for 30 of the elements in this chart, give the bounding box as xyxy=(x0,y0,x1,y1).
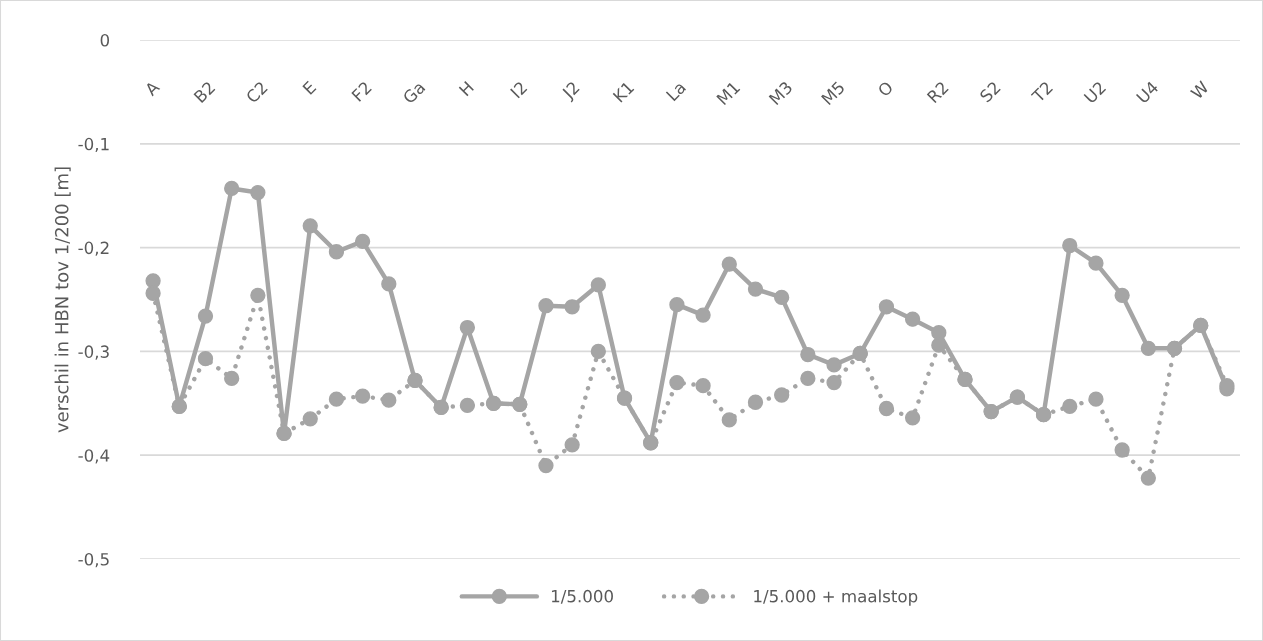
x-tick-label: M5 xyxy=(821,80,846,106)
x-tick-label: M3 xyxy=(768,80,793,106)
x-tick-label: T2 xyxy=(1030,80,1053,104)
x-tick-label: R2 xyxy=(926,80,949,104)
x-tick-label: B2 xyxy=(193,80,216,103)
y-tick-label: -0,1 xyxy=(78,137,109,153)
y-tick-label: -0,2 xyxy=(78,241,109,256)
x-tick-label: J2 xyxy=(560,80,583,103)
x-tick-label: M1 xyxy=(716,81,741,106)
x-tick-label: H xyxy=(458,81,474,97)
legend-label: 1/5.000 + maalstop xyxy=(754,589,918,606)
x-tick-label: A xyxy=(143,80,161,97)
x-tick-label: I2 xyxy=(509,80,528,99)
legend-label: 1/5.000 xyxy=(551,589,613,604)
x-tick-label: E xyxy=(302,80,317,95)
x-tick-label: C2 xyxy=(245,80,268,104)
x-tick-label: O xyxy=(876,80,894,98)
x-tick-label: Ga xyxy=(401,80,426,105)
y-tick-label: 0 xyxy=(100,33,110,47)
x-tick-label: U4 xyxy=(1135,80,1160,104)
y-tick-label: -0,5 xyxy=(78,552,109,568)
y-axis-title: verschil in HBN tov 1/200 [m] xyxy=(54,167,71,433)
x-tick-label: K1 xyxy=(612,81,635,103)
x-tick-label: S2 xyxy=(978,80,1001,103)
y-tick-label: -0,3 xyxy=(78,345,109,360)
x-tick-label: U2 xyxy=(1083,80,1107,104)
x-tick-label: W xyxy=(1189,80,1210,100)
x-tick-label: La xyxy=(665,81,687,102)
y-tick-label: -0,4 xyxy=(78,449,110,464)
x-tick-label: F2 xyxy=(351,80,372,102)
